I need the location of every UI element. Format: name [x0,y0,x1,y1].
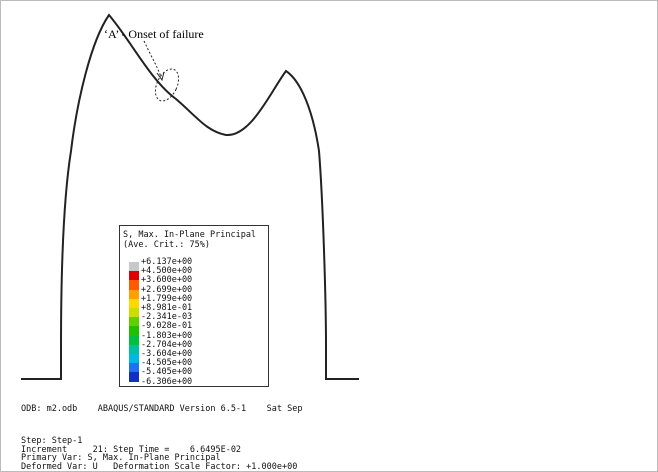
footer-line: Primary Var: S, Max. In-Plane Principal [21,453,221,464]
swatch [129,262,139,272]
legend-label: +2.699e+00 [141,284,193,295]
legend-label: -4.505e+00 [141,358,193,369]
legend-label: -6.306e+00 [141,376,193,387]
legend: S, Max. In-Plane Principal (Ave. Crit.: 7… [119,225,269,387]
swatch [129,326,139,336]
swatch [129,298,139,308]
legend-label: -1.803e+00 [141,330,193,341]
legend-label: -2.341e-03 [141,312,193,323]
swatch [129,344,139,354]
footer-line: Increment 21: Step Time = 6.6495E-02 [21,444,242,455]
swatch [129,280,139,290]
swatch [129,317,139,327]
swatch [129,354,139,364]
footer-line: Deformed Var: U Deformation Scale Factor… [21,461,298,472]
legend-label: +6.137e+00 [141,257,193,267]
legend-label: -3.604e+00 [141,349,193,359]
annotation: ‘A’ - Onset of failure [104,27,204,41]
footer-line: Step: Step-1 [21,436,83,446]
legend-label: +3.600e+00 [141,275,193,286]
legend-label: -5.405e+00 [141,367,193,378]
swatch [129,335,139,345]
swatch [129,308,139,318]
legend-title: (Ave. Crit.: 75%) [123,240,210,250]
legend-label: -2.704e+00 [141,339,193,350]
legend-label: -9.028e-01 [141,321,193,332]
swatch [129,372,139,382]
footer-odb: ODB: m2.odb ABAQUS/STANDARD Version 6.5-… [21,404,303,414]
legend-title: S, Max. In-Plane Principal [123,230,257,240]
swatch [129,363,139,373]
legend-label: +4.500e+00 [141,266,193,277]
legend-label: +8.981e-01 [141,303,193,313]
swatch [129,271,139,281]
swatch [129,289,139,299]
legend-label: +1.799e+00 [141,293,193,304]
